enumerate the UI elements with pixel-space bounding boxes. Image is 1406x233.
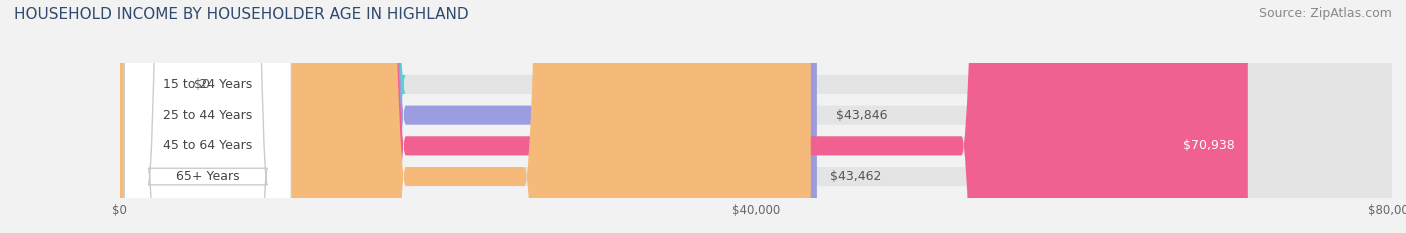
Text: Source: ZipAtlas.com: Source: ZipAtlas.com [1258, 7, 1392, 20]
Text: 15 to 24 Years: 15 to 24 Years [163, 78, 253, 91]
FancyBboxPatch shape [120, 0, 1392, 233]
FancyBboxPatch shape [124, 0, 291, 233]
Text: $43,846: $43,846 [837, 109, 887, 122]
Text: 45 to 64 Years: 45 to 64 Years [163, 139, 253, 152]
Text: $70,938: $70,938 [1184, 139, 1234, 152]
FancyBboxPatch shape [124, 0, 291, 233]
FancyBboxPatch shape [120, 0, 1392, 233]
FancyBboxPatch shape [120, 0, 811, 233]
FancyBboxPatch shape [0, 0, 406, 233]
Text: HOUSEHOLD INCOME BY HOUSEHOLDER AGE IN HIGHLAND: HOUSEHOLD INCOME BY HOUSEHOLDER AGE IN H… [14, 7, 468, 22]
FancyBboxPatch shape [120, 0, 1247, 233]
Text: $0: $0 [194, 78, 211, 91]
Text: $43,462: $43,462 [830, 170, 882, 183]
FancyBboxPatch shape [124, 0, 291, 233]
FancyBboxPatch shape [120, 0, 1392, 233]
FancyBboxPatch shape [120, 0, 1392, 233]
Text: 65+ Years: 65+ Years [176, 170, 239, 183]
FancyBboxPatch shape [120, 0, 817, 233]
FancyBboxPatch shape [124, 0, 291, 233]
Text: 25 to 44 Years: 25 to 44 Years [163, 109, 253, 122]
